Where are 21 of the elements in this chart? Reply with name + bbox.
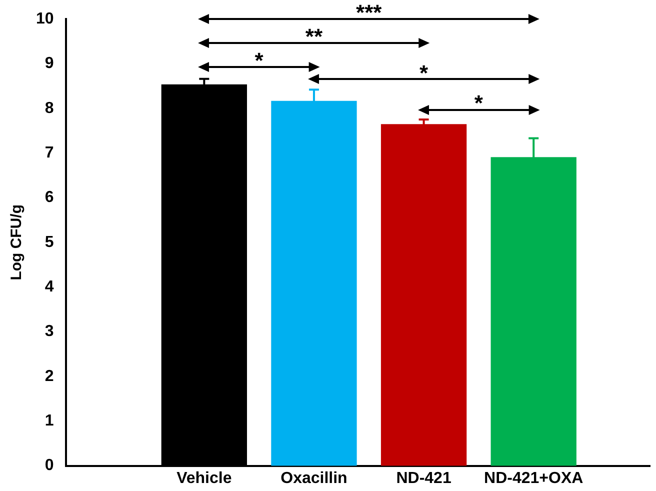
y-tick-label: 1 xyxy=(44,412,54,430)
annotation: *** xyxy=(356,0,382,25)
y-tick-label: 7 xyxy=(44,144,54,162)
y-axis-title: Log CFU/g xyxy=(8,204,26,280)
annotation: * xyxy=(474,90,484,116)
y-tick-label: 9 xyxy=(44,55,54,72)
y-tick-label: 2 xyxy=(44,368,54,385)
x-tick-label: Oxacillin xyxy=(280,470,348,487)
y-tick-label: 0 xyxy=(44,457,54,474)
annotation: * xyxy=(254,48,264,73)
y-tick-label: 3 xyxy=(44,323,54,340)
y-tick-label: 8 xyxy=(44,100,54,117)
x-tick-label: ND-421+OXA xyxy=(484,470,584,487)
y-tick-label: 5 xyxy=(44,234,54,251)
y-tick-label: 4 xyxy=(44,278,54,296)
annotation: * xyxy=(420,60,429,86)
x-tick-label: ND-421 xyxy=(396,470,452,487)
x-tick-label: Vehicle xyxy=(176,470,232,487)
annotation: ** xyxy=(305,24,323,50)
y-tick-label: 6 xyxy=(44,189,54,206)
y-tick-label: 10 xyxy=(36,10,54,28)
